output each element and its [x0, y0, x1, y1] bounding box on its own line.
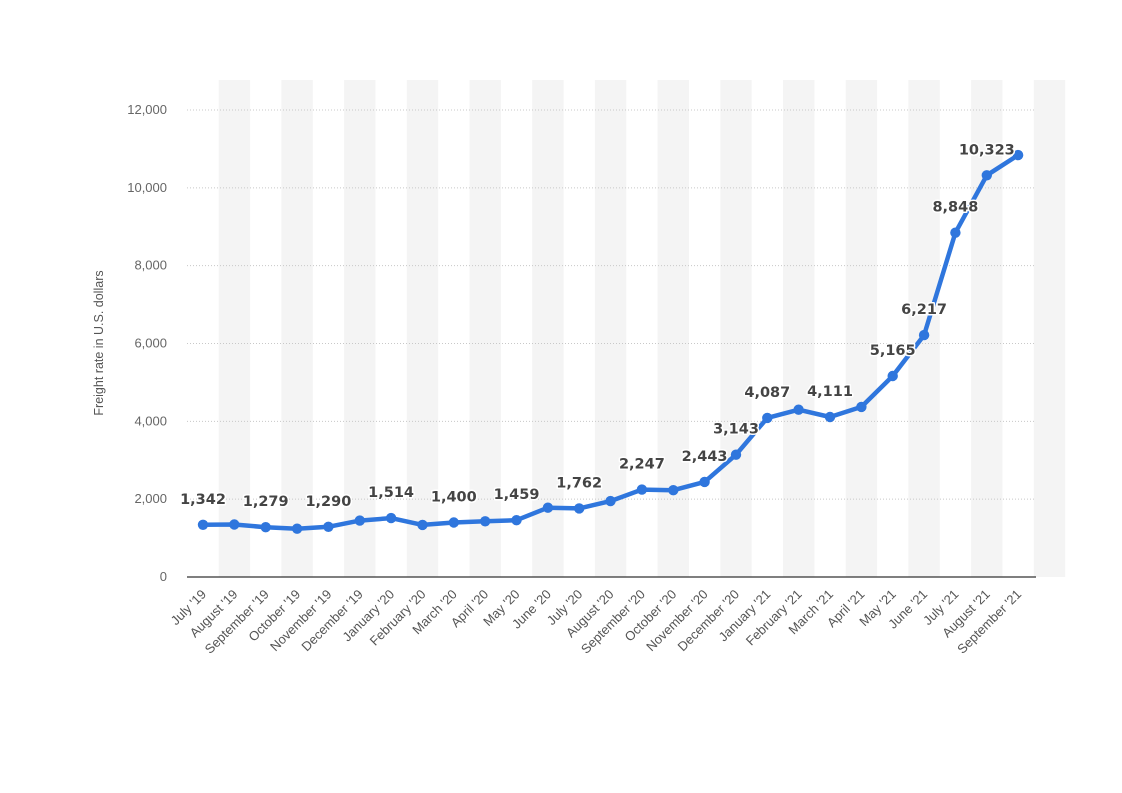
- data-point: [856, 401, 867, 413]
- gridlines: [187, 109, 1036, 500]
- data-label: 1,400: [431, 490, 477, 506]
- column-band: [406, 80, 439, 577]
- data-label: 1,290: [305, 494, 351, 510]
- data-label: 6,217: [901, 302, 947, 318]
- data-point: [542, 502, 554, 513]
- data-point: [668, 485, 679, 496]
- data-label: 4,087: [744, 385, 790, 401]
- data-point: [511, 515, 522, 526]
- column-band: [783, 80, 815, 577]
- column-band: [469, 80, 501, 577]
- data-label: 1,279: [243, 494, 289, 510]
- data-label: 2,443: [682, 449, 728, 465]
- data-point: [197, 519, 209, 530]
- data-point: [385, 512, 397, 524]
- y-tick-label: 2,000: [134, 491, 167, 506]
- data-point: [323, 521, 334, 532]
- data-label: 10,323: [959, 142, 1015, 158]
- data-label: 8,848: [932, 200, 978, 216]
- data-point: [291, 523, 303, 534]
- data-point: [699, 476, 710, 488]
- column-band: [594, 80, 627, 577]
- data-point: [762, 412, 773, 424]
- data-labels: 1,342 1,279 1,290 1,514 1,400 1,459 1,762 2,247…: [179, 141, 1017, 512]
- y-tick-label: 0: [160, 569, 167, 584]
- column-band: [1033, 80, 1066, 577]
- data-label: 2,247: [619, 457, 665, 473]
- data-point: [260, 522, 271, 533]
- data-point: [1012, 149, 1024, 161]
- column-band: [281, 80, 313, 577]
- y-tick-label: 10,000: [127, 180, 167, 195]
- column-band: [344, 80, 376, 577]
- series-freight-rate: [197, 149, 1024, 534]
- data-label: 1,514: [368, 485, 414, 501]
- data-point: [793, 404, 804, 415]
- data-point: [824, 411, 836, 423]
- data-point: [950, 227, 961, 238]
- data-label: 1,342: [180, 492, 226, 508]
- data-point: [730, 449, 742, 460]
- column-band: [845, 80, 878, 577]
- y-axis-ticks: 0 2,000 4,000 6,000 8,000 10,000 12,000: [127, 102, 167, 584]
- data-point: [605, 495, 616, 507]
- data-point: [918, 329, 930, 341]
- y-tick-label: 12,000: [127, 102, 167, 117]
- data-point: [636, 484, 648, 495]
- data-label: 1,459: [494, 487, 540, 503]
- data-point: [354, 515, 365, 526]
- data-point: [574, 503, 585, 514]
- column-band: [971, 80, 1003, 577]
- y-tick-label: 8,000: [134, 258, 167, 273]
- data-label: 5,165: [870, 343, 916, 359]
- data-label: 4,111: [807, 384, 853, 400]
- column-band: [720, 80, 752, 577]
- y-axis-label: Freight rate in U.S. dollars: [92, 270, 106, 415]
- y-tick-label: 6,000: [134, 336, 167, 351]
- data-point: [480, 516, 491, 527]
- data-label: 1,762: [556, 475, 602, 491]
- data-point: [981, 170, 992, 181]
- column-band: [218, 80, 251, 577]
- data-point: [448, 517, 459, 528]
- data-point: [417, 519, 428, 531]
- data-point: [887, 370, 898, 382]
- column-band: [532, 80, 564, 577]
- y-tick-label: 4,000: [134, 413, 167, 428]
- data-label: 3,143: [713, 422, 759, 438]
- column-band: [657, 80, 689, 577]
- data-point: [229, 519, 240, 530]
